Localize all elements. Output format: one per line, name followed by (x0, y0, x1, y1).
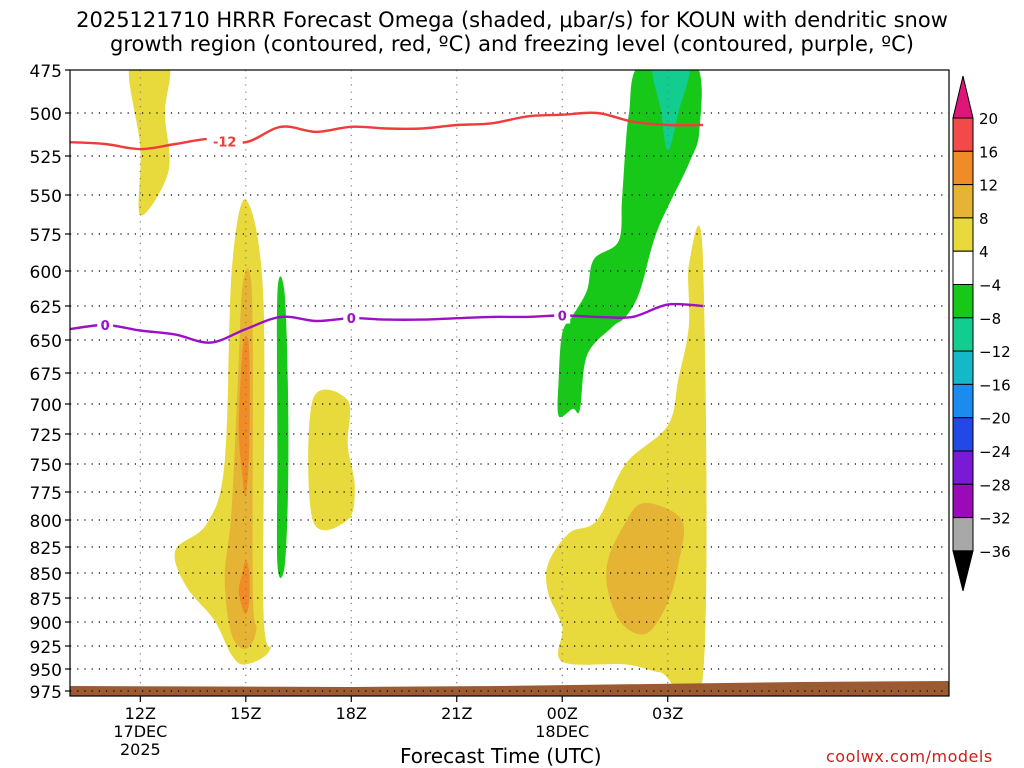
x-tick-label: 12Z (125, 704, 156, 723)
y-tick-label: 925 (30, 638, 62, 658)
dendritic-contour-label: -12 (213, 135, 237, 150)
x-axis-label: Forecast Time (UTC) (400, 744, 602, 768)
dendritic-contour-line (70, 111, 703, 151)
omega-region (238, 337, 250, 497)
temperature-contours: -12 0 0 0 (70, 111, 703, 344)
colorbar-swatch (952, 483, 974, 519)
omega-region (174, 199, 271, 665)
y-tick-label: 575 (30, 226, 62, 246)
colorbar-label: −36 (979, 543, 1011, 561)
omega-region (557, 70, 702, 418)
colorbar-swatch (952, 517, 974, 552)
colorbar-swatch (952, 383, 974, 419)
colorbar-label: 8 (979, 210, 989, 228)
y-tick-label: 525 (30, 148, 62, 168)
colorbar-label: −8 (979, 310, 1001, 328)
grid (70, 70, 949, 696)
colorbar-swatch (952, 150, 974, 186)
colorbar-label: 12 (979, 177, 998, 195)
axes: 475 500 525 550 575 600 625 650 675 700 725 750 775 8… (30, 62, 684, 759)
colorbar: 20 16 12 8 4 −4 −8 −12 −16 −20 −24 −28 −32 −36 (952, 75, 1011, 592)
omega-region (128, 70, 171, 216)
y-tick-label: 625 (30, 298, 62, 318)
y-tick-label: 975 (30, 683, 62, 703)
x-tick-date: 17DEC (113, 722, 167, 741)
y-tick-label: 900 (30, 614, 62, 634)
y-tick-label: 700 (30, 396, 62, 416)
ground-fill (70, 681, 949, 696)
colorbar-label: −4 (979, 277, 1001, 295)
colorbar-swatch (952, 250, 974, 285)
y-tick-label: 725 (30, 426, 62, 446)
colorbar-swatch (952, 317, 974, 352)
x-tick-label: 03Z (652, 704, 683, 723)
y-tick-label: 475 (30, 62, 62, 82)
colorbar-label: −28 (979, 476, 1011, 494)
y-tick-label: 600 (30, 263, 62, 283)
colorbar-swatch (952, 417, 974, 452)
plot-frame (69, 69, 950, 697)
freezing-contour-label: 0 (558, 310, 567, 325)
omega-region (238, 560, 250, 615)
colorbar-label: −20 (979, 410, 1011, 428)
freezing-contour-label: 0 (101, 319, 110, 334)
y-tick-label: 825 (30, 539, 62, 559)
title-line-2: growth region (contoured, red, ºC) and f… (110, 32, 914, 56)
y-tick-label: 550 (30, 187, 62, 207)
x-tick-date: 18DEC (535, 722, 589, 741)
freezing-contour-line (70, 302, 703, 344)
colorbar-swatch (952, 217, 974, 252)
omega-region (308, 389, 355, 531)
title-line-1: 2025121710 HRRR Forecast Omega (shaded, … (76, 8, 948, 32)
freezing-contour-label-bg (554, 307, 571, 324)
x-tick-year: 2025 (120, 740, 161, 759)
x-tick-label: 00Z (547, 704, 578, 723)
x-tick-label: 15Z (230, 704, 261, 723)
freezing-contour-label: 0 (347, 312, 356, 327)
omega-region (652, 70, 690, 151)
colorbar-label: −16 (979, 376, 1011, 394)
y-tick-label: 650 (30, 332, 62, 352)
colorbar-label: 16 (979, 143, 998, 161)
colorbar-label: −32 (979, 510, 1011, 528)
watermark-link[interactable]: coolwx.com/models (826, 747, 993, 766)
y-tick-label: 775 (30, 484, 62, 504)
colorbar-label: −12 (979, 343, 1011, 361)
colorbar-label: 20 (979, 110, 998, 128)
y-tick-label: 850 (30, 565, 62, 585)
freezing-contour-label-bg (97, 317, 114, 334)
x-tick-label: 18Z (336, 704, 367, 723)
ground-layer (70, 681, 949, 696)
y-tick-label: 950 (30, 661, 62, 681)
y-tick-label: 875 (30, 590, 62, 610)
colorbar-label: 4 (979, 243, 989, 261)
colorbar-swatch (952, 117, 974, 152)
y-tick-label: 800 (30, 512, 62, 532)
omega-shading (128, 70, 707, 696)
y-tick-label: 500 (30, 105, 62, 125)
colorbar-top-arrow (952, 75, 974, 119)
freezing-contour-label-bg (343, 310, 360, 327)
colorbar-bottom-arrow (952, 550, 974, 592)
x-tick-label: 21Z (441, 704, 472, 723)
colorbar-swatch (952, 284, 974, 319)
colorbar-swatch (952, 350, 974, 385)
colorbar-label: −24 (979, 443, 1011, 461)
colorbar-swatch (952, 184, 974, 219)
colorbar-swatch (952, 450, 974, 485)
dendritic-contour-label-bg (206, 133, 243, 150)
y-tick-label: 750 (30, 456, 62, 476)
omega-region (606, 503, 685, 635)
omega-region (276, 276, 289, 579)
y-tick-label: 675 (30, 365, 62, 385)
